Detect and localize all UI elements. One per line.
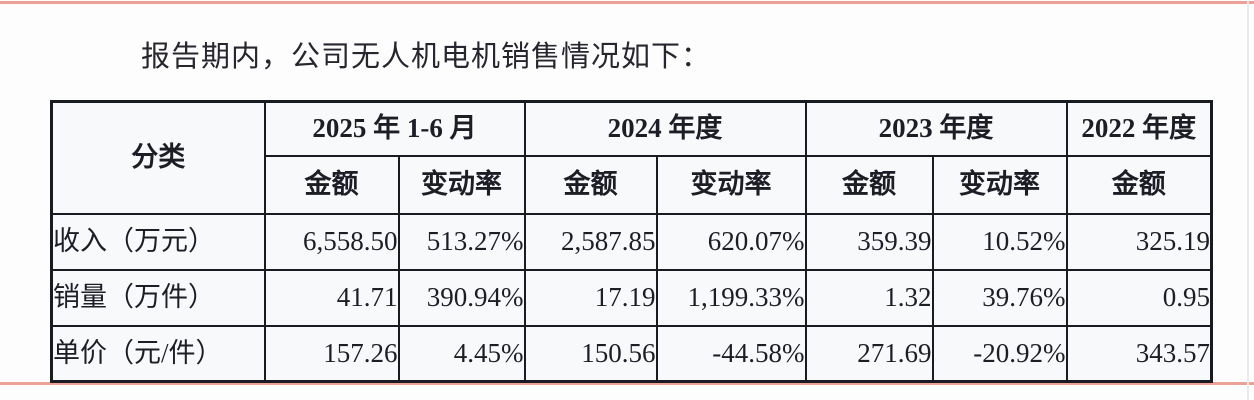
sales-table: 分类 2025 年 1-6 月 2024 年度 2023 年度 2022 年度 … — [50, 100, 1213, 383]
table-cell: 2,587.85 — [523, 212, 658, 271]
table-cell: 10.52% — [931, 212, 1068, 271]
header-row-periods: 分类 2025 年 1-6 月 2024 年度 2023 年度 2022 年度 — [50, 100, 1213, 215]
table-row-revenue: 收入（万元） 6,558.50 513.27% 2,587.85 620.07%… — [50, 212, 1213, 271]
table-cell: 1.32 — [804, 268, 934, 327]
table-cell: 157.26 — [263, 324, 400, 383]
table-cell: 359.39 — [804, 212, 934, 271]
row-label: 销量（万件） — [50, 268, 266, 327]
header-2024: 2024 年度 — [523, 100, 807, 157]
subheader-2022-amount: 金额 — [1065, 154, 1213, 215]
table-cell: 1,199.33% — [655, 268, 807, 327]
corner-header-category: 分类 — [50, 100, 266, 215]
subheader-2023-change: 变动率 — [931, 154, 1068, 215]
table-cell: 343.57 — [1065, 324, 1213, 383]
table-cell: 513.27% — [397, 212, 526, 271]
bottom-accent-rule — [0, 382, 1254, 385]
table-cell: 271.69 — [804, 324, 934, 383]
subheader-2025-amount: 金额 — [263, 154, 400, 215]
table-cell: 620.07% — [655, 212, 807, 271]
table-row-unit-price: 单价（元/件） 157.26 4.45% 150.56 -44.58% 271.… — [50, 324, 1213, 383]
table-cell: 6,558.50 — [263, 212, 400, 271]
header-2023: 2023 年度 — [804, 100, 1068, 157]
intro-paragraph: 报告期内，公司无人机电机销售情况如下： — [141, 41, 712, 73]
table-cell: -44.58% — [655, 324, 807, 383]
table-cell: 390.94% — [397, 268, 526, 327]
header-2025-h1: 2025 年 1-6 月 — [263, 100, 526, 157]
subheader-2024-amount: 金额 — [523, 154, 658, 215]
top-accent-rule — [0, 1, 1254, 4]
table-cell: 41.71 — [263, 268, 400, 327]
table-cell: -20.92% — [931, 324, 1068, 383]
table-cell: 17.19 — [523, 268, 658, 327]
table-cell: 0.95 — [1065, 268, 1213, 327]
table-cell: 39.76% — [931, 268, 1068, 327]
table-row-volume: 销量（万件） 41.71 390.94% 17.19 1,199.33% 1.3… — [50, 268, 1213, 327]
table-cell: 150.56 — [523, 324, 658, 383]
row-label: 单价（元/件） — [50, 324, 266, 383]
page-edge-line — [1247, 0, 1249, 400]
subheader-2023-amount: 金额 — [804, 154, 934, 215]
table-cell: 4.45% — [397, 324, 526, 383]
row-label: 收入（万元） — [50, 212, 266, 271]
header-2022: 2022 年度 — [1065, 100, 1213, 157]
table-cell: 325.19 — [1065, 212, 1213, 271]
subheader-2025-change: 变动率 — [397, 154, 526, 215]
subheader-2024-change: 变动率 — [655, 154, 807, 215]
header-row-measures: 金额 变动率 金额 变动率 金额 变动率 金额 — [52, 154, 1213, 215]
